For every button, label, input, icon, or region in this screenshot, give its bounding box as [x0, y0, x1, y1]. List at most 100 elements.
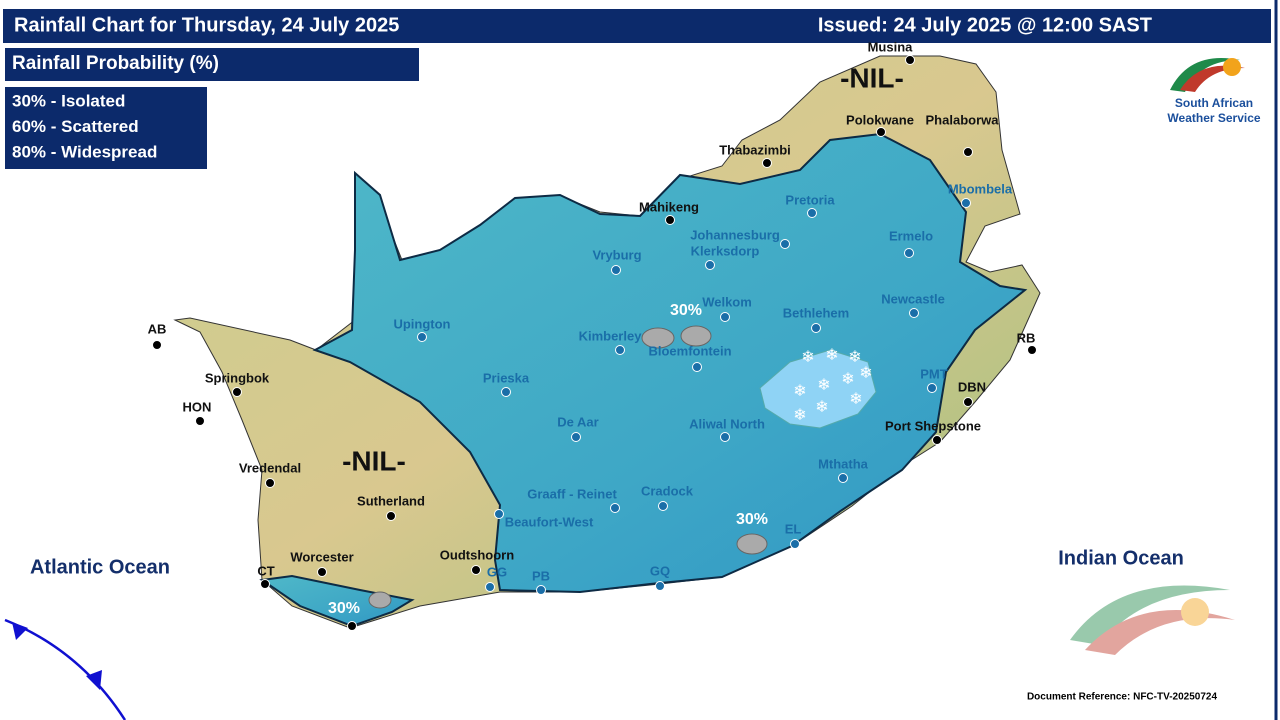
town-dot — [705, 260, 715, 270]
logo-text: Weather Service — [1167, 111, 1260, 125]
town-label: De Aar — [557, 414, 598, 429]
town-label: PB — [532, 568, 550, 583]
town-label: Thabazimbi — [719, 142, 791, 157]
snowflakes: ❄ ❄ ❄❄ ❄ ❄ ❄❄ ❄ ❄ — [793, 347, 872, 424]
town-label: Welkom — [702, 294, 752, 309]
weather-icons — [368, 325, 768, 609]
probability-label: 30% — [670, 302, 702, 319]
town-dot — [692, 362, 702, 372]
town-dot — [790, 539, 800, 549]
town-label: Aliwal North — [689, 416, 765, 431]
town-label: Mahikeng — [639, 199, 699, 214]
svg-text:❄: ❄ — [793, 383, 806, 400]
town-label: RB — [1017, 330, 1036, 345]
town-dot — [195, 416, 205, 426]
town-label: Mbombela — [948, 181, 1013, 196]
town-dot — [494, 509, 504, 519]
town-dot — [838, 473, 848, 483]
town-label: EL — [785, 521, 802, 536]
town-label: Vryburg — [592, 247, 641, 262]
svg-text:❄: ❄ — [859, 365, 872, 382]
svg-text:❄: ❄ — [849, 391, 862, 408]
legend-title: Rainfall Probability (%) — [12, 53, 219, 74]
svg-text:❄: ❄ — [793, 407, 806, 424]
town-dot — [471, 565, 481, 575]
probability-label: 30% — [736, 511, 768, 528]
town-dot — [961, 198, 971, 208]
town-dot — [571, 432, 581, 442]
watermark-logo — [1070, 585, 1235, 655]
town-dot — [386, 511, 396, 521]
town-label: Polokwane — [846, 112, 914, 127]
town-dot — [265, 478, 275, 488]
town-dot — [904, 248, 914, 258]
town-label: Worcester — [290, 549, 353, 564]
nil-label: -NIL- — [342, 445, 406, 476]
town-label: Phalaborwa — [926, 112, 1000, 127]
town-label: Bethlehem — [783, 305, 849, 320]
rain-area-coast — [259, 574, 415, 628]
town-label: PMT — [920, 366, 948, 381]
town-dot — [347, 621, 357, 631]
town-dot — [927, 383, 937, 393]
town-label: Vredendal — [239, 460, 301, 475]
header-bar — [1, 7, 1273, 45]
lesotho-snow-area — [759, 349, 877, 429]
town-dot — [720, 432, 730, 442]
legend-item: 60% - Scattered — [12, 117, 139, 136]
town-dot — [807, 208, 817, 218]
town-dot — [762, 158, 772, 168]
town-label: Beaufort-West — [505, 514, 594, 529]
town-label: Graaff - Reinet — [527, 486, 617, 501]
town-dot — [615, 345, 625, 355]
town-label: Newcastle — [881, 291, 945, 306]
svg-text:❄: ❄ — [817, 377, 830, 394]
town-label: Kimberley — [579, 328, 643, 343]
town-label: Klerksdorp — [691, 243, 760, 258]
town-label: GG — [487, 564, 507, 579]
town-dot — [485, 582, 495, 592]
town-label: Port Shepstone — [885, 418, 981, 433]
logo-text: South African — [1175, 96, 1253, 110]
town-dot — [232, 387, 242, 397]
svg-text:❄: ❄ — [825, 347, 838, 364]
town-dot — [905, 55, 915, 65]
town-dot — [611, 265, 621, 275]
town-label: Mthatha — [818, 456, 869, 471]
town-label: CT — [257, 563, 274, 578]
document-reference: Document Reference: NFC-TV-20250724 — [1027, 692, 1218, 703]
town-label: GQ — [650, 563, 670, 578]
town-dot — [655, 581, 665, 591]
town-dot — [963, 397, 973, 407]
town-dot — [932, 435, 942, 445]
town-dot — [501, 387, 511, 397]
town-label: Sutherland — [357, 493, 425, 508]
town-label: DBN — [958, 379, 986, 394]
town-dot — [811, 323, 821, 333]
town-label: HON — [183, 399, 212, 414]
town-dot — [317, 567, 327, 577]
town-dot — [963, 147, 973, 157]
logo-swoosh — [1180, 65, 1245, 92]
town-dot — [909, 308, 919, 318]
issued: Issued: 24 July 2025 @ 12:00 SAST — [818, 14, 1152, 36]
town-dot — [417, 332, 427, 342]
town-label: Bloemfontein — [648, 343, 731, 358]
front-symbol — [12, 622, 28, 640]
town-dot — [610, 503, 620, 513]
legend-item: 80% - Widespread — [12, 142, 157, 161]
town-label: Pretoria — [785, 192, 835, 207]
town-label: Johannesburg — [690, 227, 780, 242]
town-dot — [720, 312, 730, 322]
front-symbol — [86, 670, 102, 690]
town-dot — [260, 579, 270, 589]
town-label: Musina — [868, 39, 914, 54]
town-dot — [665, 215, 675, 225]
legend-item: 30% - Isolated — [12, 91, 125, 110]
legend-title-box — [3, 46, 421, 83]
town-label: Springbok — [205, 370, 270, 385]
ocean-label: Indian Ocean — [1058, 547, 1184, 569]
town-dot — [876, 127, 886, 137]
svg-text:❄: ❄ — [801, 349, 814, 366]
